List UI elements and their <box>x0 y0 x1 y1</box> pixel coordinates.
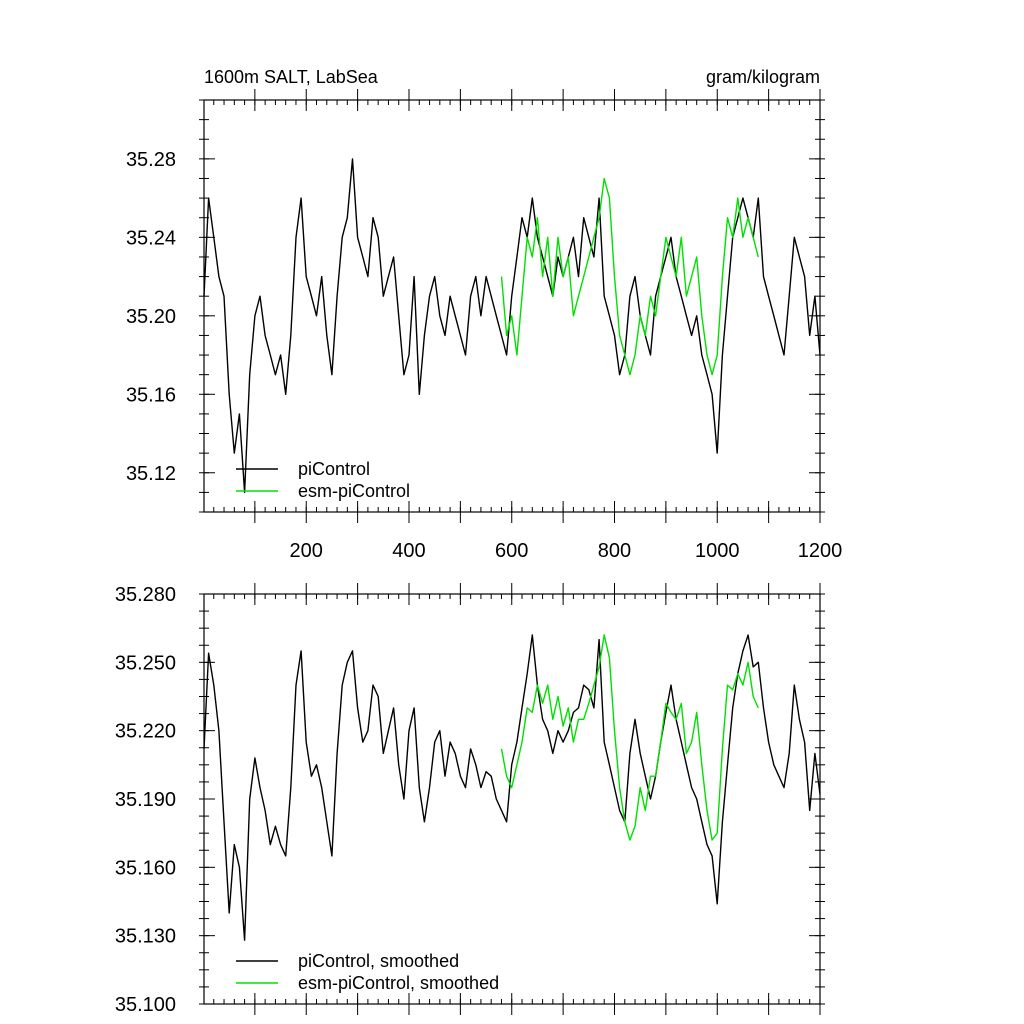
y-tick-label: 35.20 <box>126 306 176 328</box>
y-tick-label: 35.16 <box>126 384 176 406</box>
series-line-esm-picontrol <box>500 177 759 376</box>
y-tick-label: 35.220 <box>115 721 176 743</box>
y-tick-label: 35.12 <box>126 463 176 485</box>
y-tick-label: 35.160 <box>115 857 176 879</box>
top-x-ticks: 200 400 600 800 1000 1200 <box>213 89 843 562</box>
bottom-x-ticks <box>213 583 821 1015</box>
x-tick-label: 800 <box>598 540 631 562</box>
bottom-series-lines <box>203 634 821 941</box>
x-tick-label: 400 <box>392 540 425 562</box>
x-tick-label: 600 <box>495 540 528 562</box>
legend-label-picontrol: piControl <box>298 459 370 479</box>
series-line-picontrol <box>203 158 821 494</box>
bottom-y-ticks: 35.100 35.130 35.160 35.190 35.220 35.250 35.2… <box>115 584 825 1016</box>
y-tick-label: 35.190 <box>115 789 176 811</box>
top-title-left: 1600m SALT, LabSea <box>204 67 379 87</box>
top-legend: piControl esm-piControl <box>236 459 410 501</box>
top-series-lines <box>203 158 821 494</box>
bottom-legend: piControl, smoothed esm-piControl, smoot… <box>236 951 499 993</box>
x-tick-label: 200 <box>290 540 323 562</box>
y-tick-label: 35.250 <box>115 652 176 674</box>
x-tick-label: 1200 <box>798 540 843 562</box>
top-title-right: gram/kilogram <box>706 67 820 87</box>
legend-label-picontrol-smoothed: piControl, smoothed <box>298 951 459 971</box>
top-plot-frame <box>203 99 821 513</box>
y-tick-label: 35.280 <box>115 584 176 606</box>
y-tick-label: 35.28 <box>126 149 176 171</box>
y-tick-label: 35.100 <box>115 994 176 1016</box>
series-line-esm-picontrol-smoothed <box>500 634 759 841</box>
series-line-picontrol-smoothed <box>203 634 821 941</box>
x-tick-label: 1000 <box>695 540 740 562</box>
legend-label-esm-picontrol: esm-piControl <box>298 481 410 501</box>
top-panel: 1600m SALT, LabSea gram/kilogram 200 400 6… <box>126 67 842 562</box>
legend-label-esm-picontrol-smoothed: esm-piControl, smoothed <box>298 973 499 993</box>
bottom-panel: 35.100 35.130 35.160 35.190 35.220 35.250 35.2… <box>115 583 825 1016</box>
bottom-plot-frame <box>203 593 821 1005</box>
y-tick-label: 35.130 <box>115 926 176 948</box>
top-y-ticks: 35.12 35.16 35.20 35.24 35.28 <box>126 99 825 513</box>
y-tick-label: 35.24 <box>126 227 176 249</box>
